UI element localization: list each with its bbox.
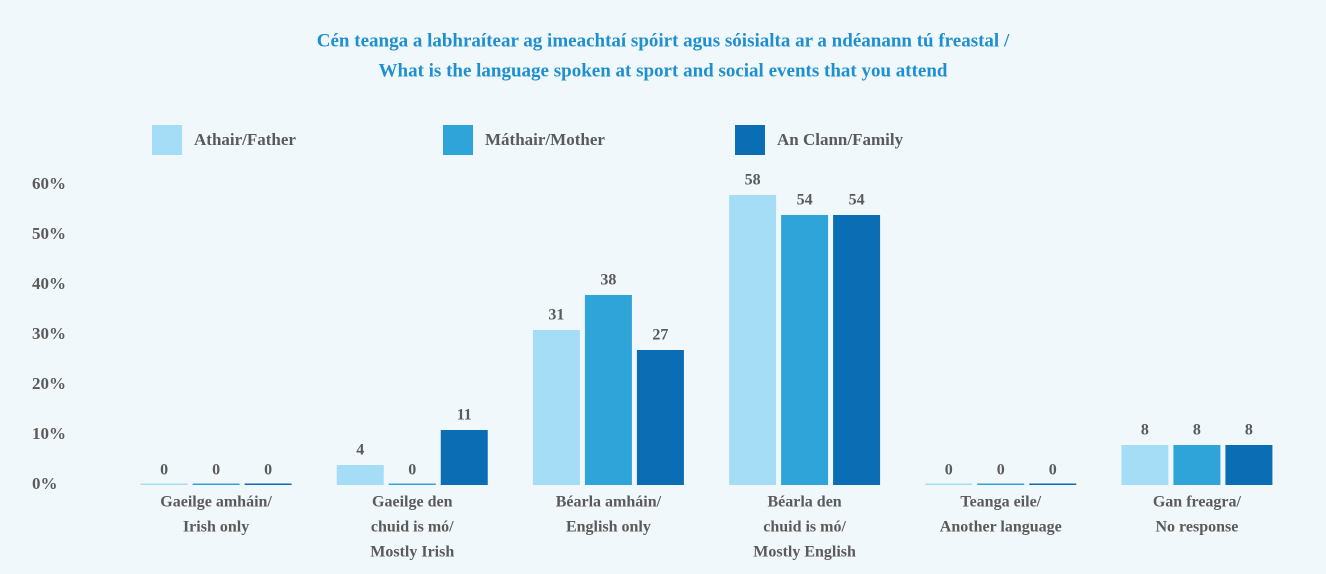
- x-tick-label: Mostly English: [753, 544, 856, 561]
- data-label: 27: [652, 327, 668, 344]
- x-tick-label: Gan freagra/: [1153, 494, 1242, 511]
- x-tick-label: English only: [566, 519, 651, 536]
- x-tick-label: No response: [1156, 519, 1239, 536]
- data-label: 31: [548, 307, 564, 324]
- bar: [729, 195, 777, 485]
- y-tick-label: 0%: [32, 474, 58, 493]
- x-tick-label: Béarla amháin/: [556, 494, 662, 511]
- data-label: 0: [212, 462, 220, 479]
- bar: [1173, 445, 1221, 485]
- data-label: 54: [849, 192, 865, 209]
- bar: [1121, 445, 1169, 485]
- data-label: 54: [797, 192, 813, 209]
- data-label: 4: [356, 442, 364, 459]
- y-tick-label: 40%: [32, 274, 66, 293]
- data-label: 0: [945, 462, 953, 479]
- data-label: 0: [997, 462, 1005, 479]
- data-label: 58: [745, 172, 761, 189]
- bar: [336, 465, 384, 485]
- bar: [584, 295, 632, 485]
- x-tick-label: Another language: [940, 519, 1062, 536]
- bar: [1029, 483, 1077, 485]
- bar: [440, 430, 488, 485]
- bar: [244, 483, 292, 485]
- data-label: 11: [457, 407, 472, 424]
- x-tick-label: Gaeilge amháin/: [160, 494, 272, 511]
- data-label: 0: [408, 462, 416, 479]
- legend-swatch: [443, 125, 473, 155]
- data-label: 38: [600, 272, 616, 289]
- x-tick-label: Béarla den: [767, 494, 841, 511]
- bar: [192, 483, 240, 485]
- x-tick-label: chuid is mó/: [763, 519, 846, 536]
- x-tick-label: chuid is mó/: [371, 519, 454, 536]
- data-label: 8: [1245, 422, 1253, 439]
- y-tick-label: 10%: [32, 424, 66, 443]
- data-label: 8: [1193, 422, 1201, 439]
- data-label: 0: [1049, 462, 1057, 479]
- y-tick-label: 60%: [32, 174, 66, 193]
- y-tick-label: 50%: [32, 224, 66, 243]
- x-tick-label: Teanga eile/: [960, 494, 1041, 511]
- x-tick-label: Gaeilge den: [372, 494, 453, 511]
- bar: [781, 215, 829, 485]
- bar: [977, 483, 1025, 485]
- legend-swatch: [152, 125, 182, 155]
- chart-title: Cén teanga a labhraítear ag imeachtaí sp…: [317, 30, 1010, 51]
- chart-title: What is the language spoken at sport and…: [379, 60, 948, 81]
- bar: [1225, 445, 1273, 485]
- bar: [532, 330, 580, 485]
- bar: [388, 483, 436, 485]
- bar: [925, 483, 973, 485]
- bar: [636, 350, 684, 485]
- bar: [140, 483, 188, 485]
- x-tick-label: Mostly Irish: [370, 544, 454, 561]
- legend-label: Máthair/Mother: [485, 130, 605, 149]
- legend-swatch: [735, 125, 765, 155]
- data-label: 8: [1141, 422, 1149, 439]
- bar: [833, 215, 881, 485]
- y-tick-label: 20%: [32, 374, 66, 393]
- y-tick-label: 30%: [32, 324, 66, 343]
- legend-label: An Clann/Family: [777, 130, 904, 149]
- x-tick-label: Irish only: [183, 519, 249, 536]
- data-label: 0: [264, 462, 272, 479]
- data-label: 0: [160, 462, 168, 479]
- legend-label: Athair/Father: [194, 130, 296, 149]
